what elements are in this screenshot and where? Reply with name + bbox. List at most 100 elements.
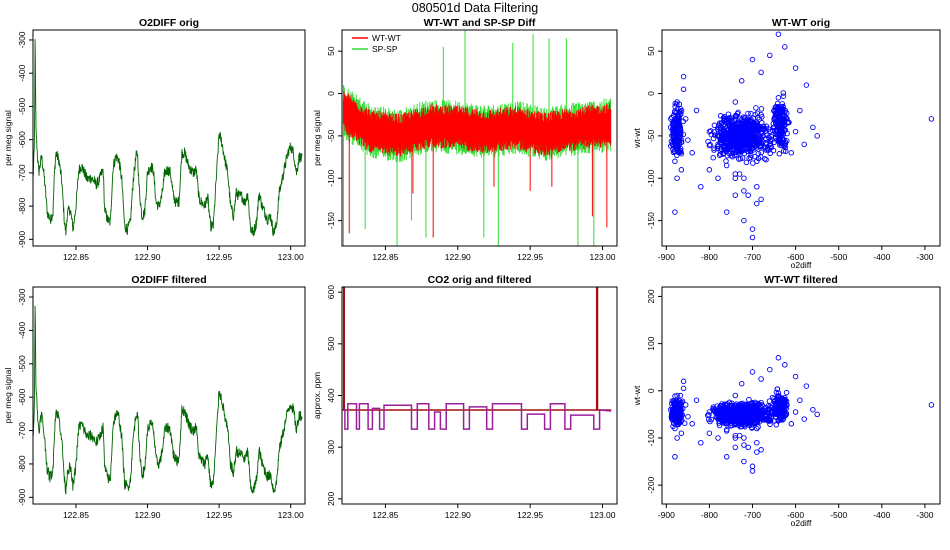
- scatter-point: [723, 421, 730, 427]
- scatter-point: [792, 373, 799, 380]
- scatter-point: [672, 100, 679, 107]
- scatter-point: [814, 133, 820, 139]
- y-tick-label: -500: [17, 355, 27, 372]
- scatter-point: [758, 196, 764, 203]
- scatter-point: [698, 183, 704, 190]
- scatter-point: [782, 362, 788, 368]
- scatter-point: [742, 123, 748, 130]
- plot-area: [342, 30, 612, 246]
- scatter-points: [667, 31, 935, 241]
- scatter-point: [736, 156, 742, 162]
- scatter-point: [723, 117, 730, 123]
- scatter-point: [767, 52, 773, 59]
- scatter-point: [715, 175, 721, 181]
- scatter-point: [751, 133, 758, 139]
- scatter-point: [721, 147, 727, 153]
- scatter-point: [746, 127, 752, 134]
- scatter-point: [781, 136, 787, 143]
- scatter-point: [731, 403, 738, 410]
- y-tick-label: 0: [326, 91, 336, 96]
- scatter-point: [738, 406, 744, 412]
- scatter-point: [756, 409, 762, 415]
- scatter-point: [741, 217, 747, 224]
- scatter-point: [672, 454, 678, 460]
- y-tick-label: -900: [17, 489, 27, 506]
- scatter-point: [801, 141, 807, 148]
- scatter-point: [762, 156, 768, 162]
- scatter-point: [736, 432, 743, 439]
- scatter-point: [689, 421, 695, 427]
- scatter-point: [731, 134, 738, 141]
- panel-title: CO2 orig and filtered: [428, 274, 532, 286]
- noise-band-wt-wt: [342, 91, 612, 157]
- x-tick-label: 122.95: [517, 252, 543, 262]
- scatter-point: [732, 435, 739, 441]
- scatter-point: [792, 128, 799, 135]
- line-o2diff-filtered: [33, 305, 303, 495]
- scatter-point: [677, 392, 684, 399]
- scatter-point: [750, 405, 756, 412]
- x-tick-label: -600: [787, 252, 804, 262]
- scatter-point: [715, 435, 721, 441]
- y-tick-label: 300: [326, 440, 336, 454]
- scatter-point: [810, 124, 816, 131]
- scatter-point: [750, 160, 756, 166]
- scatter-point: [754, 200, 760, 207]
- scatter-point: [788, 421, 795, 427]
- scatter-point: [670, 407, 677, 414]
- scatter-point: [810, 406, 816, 413]
- scatter-point: [801, 416, 807, 422]
- plot-frame: [341, 286, 618, 505]
- x-tick-label: -800: [701, 510, 718, 520]
- x-axis-label: o2diff: [791, 260, 812, 270]
- scatter-point: [671, 410, 677, 417]
- scatter-point: [723, 454, 730, 460]
- x-tick-label: 123.00: [590, 510, 616, 520]
- panel-wt-sp-diff: WT-WT and SP-SP Diff 122.85 122.90 122.95 12…: [312, 17, 618, 262]
- x-axis-label: o2diff: [791, 518, 812, 528]
- scatter-point: [707, 141, 713, 148]
- scatter-point: [685, 137, 691, 143]
- scatter-point: [754, 449, 760, 455]
- scatter-point: [928, 402, 935, 408]
- x-tick-label: -400: [873, 252, 890, 262]
- scatter-point: [751, 404, 758, 411]
- scatter-point: [753, 119, 760, 126]
- scatter-point: [776, 151, 783, 157]
- scatter-point: [778, 124, 785, 130]
- scatter-point: [714, 145, 721, 152]
- scatter-point: [763, 156, 769, 163]
- scatter-point: [680, 86, 687, 93]
- y-tick-label: -100: [646, 429, 656, 446]
- scatter-point: [678, 167, 685, 173]
- scatter-point: [739, 416, 746, 422]
- scatter-point: [734, 120, 740, 126]
- scatter-point: [676, 411, 683, 418]
- line-co2-filtered: [342, 403, 612, 430]
- scatter-point: [741, 435, 747, 441]
- scatter-point: [729, 153, 736, 160]
- scatter-point: [739, 155, 746, 161]
- y-tick-label: -300: [17, 31, 27, 48]
- scatter-point: [673, 140, 679, 146]
- scatter-point: [741, 442, 747, 448]
- scatter-point: [732, 411, 738, 417]
- x-tick-label: 122.95: [206, 252, 232, 262]
- scatter-point: [676, 101, 683, 107]
- y-tick-label: -50: [646, 129, 656, 142]
- scatter-point: [723, 162, 730, 169]
- scatter-point: [674, 175, 680, 181]
- plot-frame: [661, 29, 941, 247]
- legend-label-sp-sp: SP-SP: [372, 44, 398, 54]
- scatter-point: [757, 154, 764, 160]
- scatter-point: [743, 159, 750, 166]
- y-axis-label: per meg signal: [3, 110, 13, 166]
- scatter-point: [715, 416, 722, 422]
- scatter-point: [781, 118, 787, 124]
- scatter-point: [754, 183, 760, 190]
- scatter-point: [782, 44, 788, 50]
- panel-wt-wt-filtered: WT-WT filtered -900 -800 -700 -600 -500 -400 -3…: [632, 274, 941, 528]
- scatter-point: [675, 149, 681, 155]
- x-tick-label: -500: [830, 510, 847, 520]
